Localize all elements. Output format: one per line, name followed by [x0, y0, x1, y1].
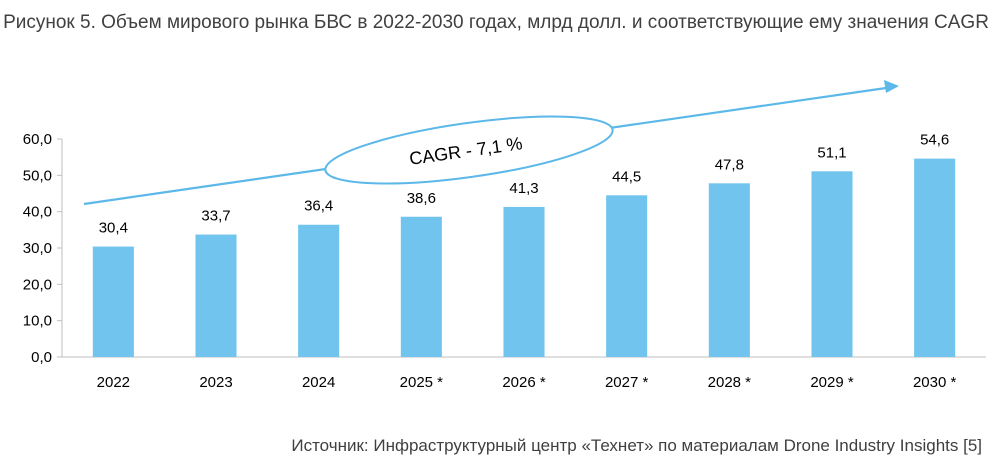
- bar-series: [92, 158, 956, 357]
- data-label: 44,5: [612, 168, 641, 185]
- bar: [914, 158, 956, 357]
- x-tick-label: 2028 *: [708, 374, 752, 391]
- data-label: 38,6: [407, 190, 436, 207]
- x-tick-label: 2029 *: [810, 374, 854, 391]
- bar: [811, 171, 853, 357]
- data-label: 54,6: [920, 132, 949, 149]
- x-tick-label: 2023: [199, 374, 232, 391]
- x-tick-label: 2026 *: [502, 374, 546, 391]
- y-tick-label: 50,0: [23, 167, 52, 184]
- data-labels: 30,4 33,7 36,4 38,6 41,3 44,5 47,8 51,1 54,6: [99, 132, 950, 237]
- bar: [503, 206, 545, 357]
- cagr-arrow-head: [884, 80, 899, 93]
- data-label: 33,7: [201, 208, 230, 225]
- y-tick-label: 20,0: [23, 276, 52, 293]
- data-label: 41,3: [509, 180, 538, 197]
- x-tick-label: 2027 *: [605, 374, 649, 391]
- x-tick-label: 2022: [97, 374, 130, 391]
- cagr-ellipse: [324, 115, 614, 185]
- x-tick-label: 2024: [302, 374, 335, 391]
- source-note: Источник: Инфраструктурный центр «Технет…: [291, 436, 982, 455]
- y-tick-label: 10,0: [23, 313, 52, 330]
- bar: [298, 224, 340, 357]
- bar: [606, 195, 648, 357]
- bar: [92, 246, 134, 357]
- bar: [708, 183, 750, 357]
- x-tick-label: 2025 *: [400, 374, 444, 391]
- x-axis: 2022 2023 2024 2025 * 2026 * 2027 * 2028 * 2029…: [62, 356, 986, 391]
- bar: [195, 234, 237, 357]
- bar-chart: 0,0 10,0 20,0 30,0 40,0 50,0 60,0 2022 2023 2024…: [23, 80, 986, 391]
- data-label: 30,4: [99, 220, 128, 237]
- y-axis: 0,0 10,0 20,0 30,0 40,0 50,0 60,0: [23, 131, 63, 366]
- chart-title: Рисунок 5. Объем мирового рынка БВС в 20…: [3, 12, 989, 33]
- data-label: 51,1: [817, 144, 846, 161]
- y-tick-label: 60,0: [23, 131, 52, 148]
- x-tick-label: 2030 *: [913, 374, 957, 391]
- data-label: 47,8: [715, 156, 744, 173]
- cagr-annotation: CAGR - 7,1 %: [83, 80, 899, 206]
- bar: [400, 216, 442, 357]
- y-tick-label: 0,0: [31, 349, 52, 366]
- data-label: 36,4: [304, 198, 333, 215]
- y-tick-label: 30,0: [23, 240, 52, 257]
- y-tick-label: 40,0: [23, 204, 52, 221]
